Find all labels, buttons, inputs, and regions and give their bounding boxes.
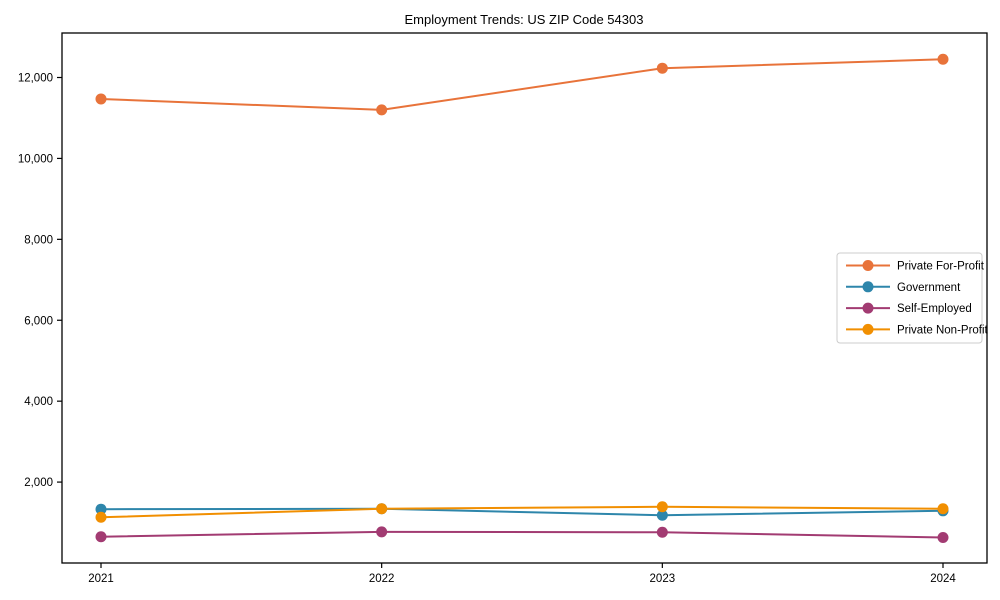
- series-private-non-profit: [95, 501, 949, 523]
- data-point: [656, 526, 668, 538]
- y-axis: 2,000 4,000 6,000 8,000 10,000 12,000: [18, 73, 62, 489]
- series-line-private-for-profit: [100, 58, 944, 111]
- data-point: [656, 501, 668, 513]
- data-point: [95, 511, 107, 523]
- x-axis-label: 2021: [88, 573, 114, 585]
- legend-label: Government: [897, 282, 961, 294]
- y-axis-label: 10,000: [18, 153, 53, 165]
- legend-swatch-marker: [862, 281, 874, 293]
- legend-item-private-for-profit: Private For-Profit: [846, 260, 985, 273]
- legend: Private For-Profit Government Self-Employe…: [836, 252, 989, 344]
- data-point: [376, 526, 388, 538]
- data-point: [937, 532, 949, 544]
- data-point: [656, 509, 668, 521]
- legend-item-government: Government: [846, 281, 961, 294]
- x-axis-label: 2023: [650, 573, 676, 585]
- y-axis-label: 4,000: [24, 396, 53, 408]
- legend-box: [836, 252, 983, 344]
- series-line-private-non-profit: [100, 505, 944, 519]
- legend-swatch-marker: [862, 302, 874, 314]
- legend-label: Private Non-Profit: [897, 324, 989, 336]
- series-government: [95, 503, 949, 521]
- data-point: [376, 503, 388, 515]
- series-line-government: [100, 507, 944, 517]
- data-point: [656, 62, 668, 74]
- series-line-self-employed: [100, 530, 944, 539]
- x-axis: 2021 2022 2023 2024: [88, 563, 956, 585]
- y-axis-label: 6,000: [24, 315, 53, 327]
- x-axis-label: 2022: [369, 573, 395, 585]
- data-point: [95, 93, 107, 105]
- data-point: [937, 53, 949, 65]
- legend-swatch-marker: [862, 260, 874, 271]
- series-self-employed: [95, 526, 949, 544]
- chart-title: Employment Trends: US ZIP Code 54303: [405, 12, 644, 27]
- data-point: [937, 503, 949, 515]
- y-axis-label: 8,000: [24, 234, 53, 246]
- legend-swatch-marker: [862, 323, 874, 335]
- y-axis-label: 12,000: [18, 73, 53, 85]
- data-point: [95, 531, 107, 543]
- legend-label: Self-Employed: [897, 303, 972, 315]
- x-axis-label: 2024: [930, 573, 956, 585]
- y-axis-label: 2,000: [24, 477, 53, 489]
- data-point: [95, 503, 107, 515]
- legend-item-self-employed: Self-Employed: [846, 302, 972, 315]
- plot-border: [61, 32, 988, 564]
- series-private-for-profit: [95, 53, 949, 116]
- data-point: [376, 104, 388, 116]
- legend-label: Private For-Profit: [897, 261, 985, 273]
- legend-item-private-non-profit: Private Non-Profit: [846, 323, 989, 336]
